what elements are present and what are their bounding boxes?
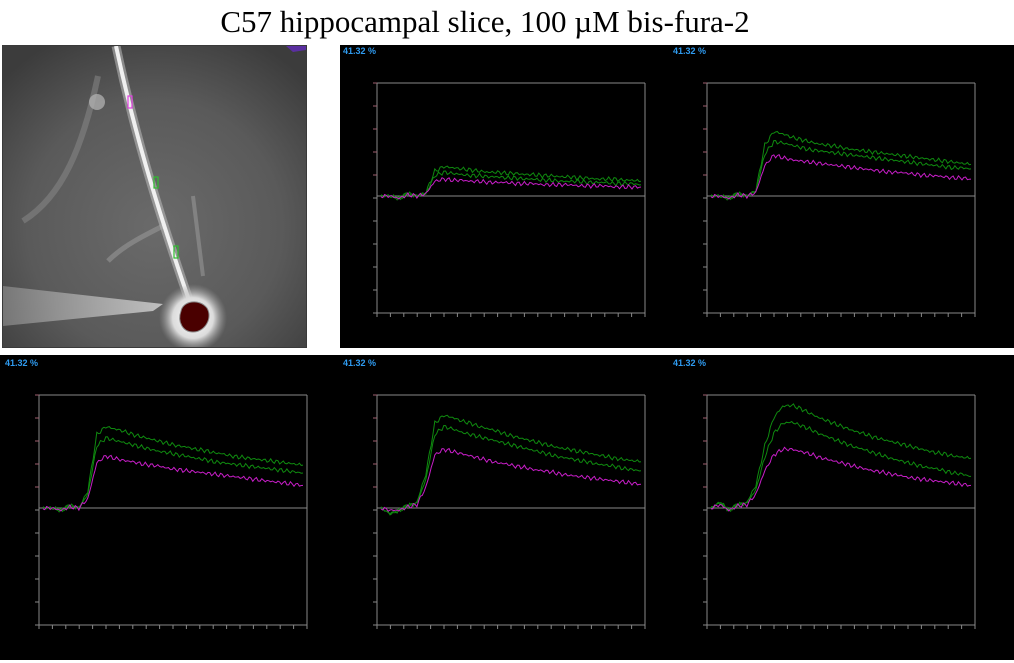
scale-label: 41.32 % bbox=[343, 358, 377, 368]
trace-panel: 41.32 % bbox=[670, 45, 1006, 345]
trace-chart bbox=[373, 394, 646, 629]
trace-chart bbox=[703, 394, 976, 629]
apical-dendrite bbox=[114, 46, 193, 307]
trace-chart bbox=[703, 82, 976, 317]
trace-series-green bbox=[710, 420, 971, 512]
trace-series-green bbox=[42, 436, 304, 513]
trace-panel: 41.32 % bbox=[2, 357, 338, 657]
fluorescence-image bbox=[2, 45, 307, 348]
trace-chart bbox=[373, 82, 646, 317]
trace-series-magenta bbox=[711, 446, 972, 512]
trace-series-green bbox=[380, 414, 642, 516]
scale-label: 41.32 % bbox=[673, 46, 707, 56]
side-dendrite bbox=[106, 223, 165, 263]
roi-marker bbox=[153, 176, 159, 189]
side-dendrite bbox=[191, 195, 205, 277]
trace-series-magenta bbox=[380, 447, 642, 512]
trace-series-green bbox=[380, 424, 642, 515]
trace-panel: 41.32 % bbox=[670, 357, 1006, 657]
cell-body bbox=[179, 301, 210, 333]
trace-panel: 41.32 % bbox=[340, 45, 676, 345]
trace-series-green bbox=[42, 426, 304, 513]
page-title: C57 hippocampal slice, 100 µM bis-fura-2 bbox=[220, 4, 750, 39]
bright-spot bbox=[89, 94, 105, 110]
roi-marker bbox=[127, 95, 133, 109]
roi-marker bbox=[173, 245, 179, 259]
trace-series-green bbox=[380, 170, 642, 201]
trace-series-magenta bbox=[710, 154, 972, 200]
trace-series-green bbox=[380, 165, 642, 201]
slice-image-svg bbox=[3, 46, 306, 347]
trace-series-magenta bbox=[42, 454, 304, 512]
scale-label: 41.32 % bbox=[673, 358, 707, 368]
trace-chart bbox=[35, 394, 308, 629]
trace-series-magenta bbox=[380, 177, 642, 200]
light-beam bbox=[3, 286, 163, 326]
trace-series-green bbox=[710, 130, 972, 201]
scale-label: 41.32 % bbox=[5, 358, 39, 368]
trace-series-green bbox=[710, 403, 972, 512]
trace-panel: 41.32 % bbox=[340, 357, 676, 657]
trace-series-green bbox=[710, 139, 972, 201]
scale-label: 41.32 % bbox=[343, 46, 377, 56]
corner-mark bbox=[286, 46, 306, 52]
